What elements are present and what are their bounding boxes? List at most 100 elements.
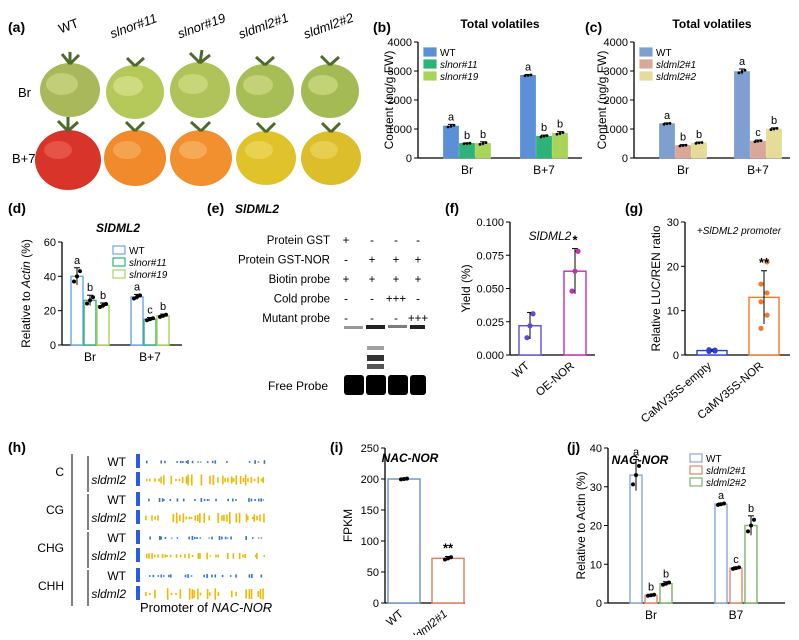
data-point <box>764 259 770 265</box>
chart-g: 0 10 20 30 Relative LUC/REN ratio +SlDML2 pro… <box>639 217 790 426</box>
col-label-slnor19: slnor#19 <box>175 10 227 41</box>
bar <box>659 123 675 159</box>
chart-d: 0 20 40 60 Relative to Actin (%) SlDML2 Br B+7 a… <box>19 221 182 364</box>
y-tick-label: 50 <box>367 567 379 579</box>
bar <box>156 315 170 346</box>
data-point <box>752 517 756 522</box>
chart-title: +SlDML2 promoter <box>697 226 782 237</box>
methylation-bar <box>250 498 253 502</box>
genotype-label: WT <box>107 531 126 545</box>
methylation-bar <box>238 512 241 524</box>
methylation-bar <box>188 516 191 520</box>
methylation-bar <box>169 574 172 578</box>
chart-title: NAC-NOR <box>612 453 669 467</box>
significance-label: b <box>557 119 563 131</box>
methylation-bar <box>260 478 263 482</box>
data-point <box>665 122 669 126</box>
methylation-bar <box>247 516 249 520</box>
context-label: C <box>55 465 64 479</box>
emsa-mark: +++ <box>408 313 428 325</box>
panel-d-letter: (d) <box>8 200 26 216</box>
y-axis-label-part: (%) <box>574 471 588 493</box>
methylation-bar <box>250 589 253 599</box>
methylation-bar <box>226 514 228 522</box>
methylation-bar <box>230 536 232 540</box>
panel-h-letter: (h) <box>8 439 26 455</box>
y-tick-label: 4000 <box>388 37 412 49</box>
methylation-bar <box>257 590 260 598</box>
methylation-bar <box>172 513 175 523</box>
emsa-row-label: Mutant probe <box>262 313 330 325</box>
methylation-bar <box>262 477 265 483</box>
methylation-bar <box>164 537 167 539</box>
x-tick-label: Br <box>84 350 96 364</box>
methylation-bar <box>242 478 245 482</box>
y-tick-label: 100 <box>361 536 379 548</box>
methylation-bar <box>224 478 226 482</box>
methylation-bar <box>167 574 170 578</box>
emsa-mark: - <box>416 294 420 306</box>
methylation-bar <box>260 574 263 578</box>
legend-swatch <box>689 465 703 475</box>
methylation-bar <box>263 460 266 464</box>
methylation-bar <box>208 537 210 539</box>
band-free-lane2 <box>366 375 386 395</box>
methylation-bar <box>176 461 178 463</box>
methylation-bar <box>253 514 256 522</box>
bar <box>734 71 750 159</box>
track-anchor <box>136 492 140 506</box>
data-point <box>449 124 453 128</box>
y-axis-label: Content (ng/g FW) <box>595 51 609 150</box>
data-point <box>555 132 559 136</box>
methylation-bar <box>257 476 260 484</box>
methylation-bar <box>218 535 221 541</box>
methylation-bar <box>206 574 208 578</box>
panel-b-letter: (b) <box>373 19 391 35</box>
y-tick-label: 0.025 <box>476 317 504 329</box>
methylation-bar <box>232 478 235 482</box>
band-upper-lane2 <box>366 325 385 329</box>
y-tick-label: 0 <box>673 350 679 362</box>
emsa-mark: - <box>416 235 420 247</box>
col-label-slnor11: slnor#11 <box>108 10 159 41</box>
chart-title: Total volatiles <box>672 17 751 31</box>
methylation-bar <box>208 515 211 521</box>
methylation-bar <box>199 553 201 559</box>
data-point <box>772 127 776 131</box>
bar <box>629 474 643 604</box>
significance-label: a <box>664 110 671 122</box>
y-axis-label-gene: Actin <box>574 493 588 520</box>
methylation-bar <box>197 461 199 463</box>
data-point <box>405 476 409 481</box>
methylation-bar <box>229 575 232 577</box>
data-point <box>716 502 720 507</box>
methylation-bar <box>254 460 256 464</box>
methylation-bar <box>145 515 147 521</box>
data-point <box>661 582 665 587</box>
legend-swatch <box>639 47 653 57</box>
genotype-label: sldml2 <box>91 549 126 563</box>
methylation-bar <box>235 591 237 597</box>
methylation-bar <box>221 475 224 485</box>
methylation-bar <box>191 589 194 599</box>
data-point <box>145 318 149 323</box>
data-point <box>542 134 546 138</box>
methylation-bar <box>251 573 253 579</box>
methylation-bar <box>203 513 206 523</box>
y-tick-label: 0 <box>596 598 602 610</box>
data-point <box>756 139 760 143</box>
chart-j: 0 10 20 30 40 Relative to Actin (%) NAC-NOR Br B… <box>574 443 785 622</box>
data-point <box>697 141 701 145</box>
bar <box>729 567 743 604</box>
bar <box>459 143 475 159</box>
methylation-bar <box>221 536 223 540</box>
methylation-bar <box>161 498 164 502</box>
chart-title-part: + <box>697 226 703 237</box>
significance-label: b <box>663 569 669 581</box>
significance-label: * <box>572 233 578 248</box>
methylation-bar <box>176 537 179 539</box>
methylation-bar <box>230 476 233 484</box>
data-point <box>446 556 450 561</box>
data-point <box>104 301 108 306</box>
y-axis-label: FPKM <box>341 509 355 542</box>
